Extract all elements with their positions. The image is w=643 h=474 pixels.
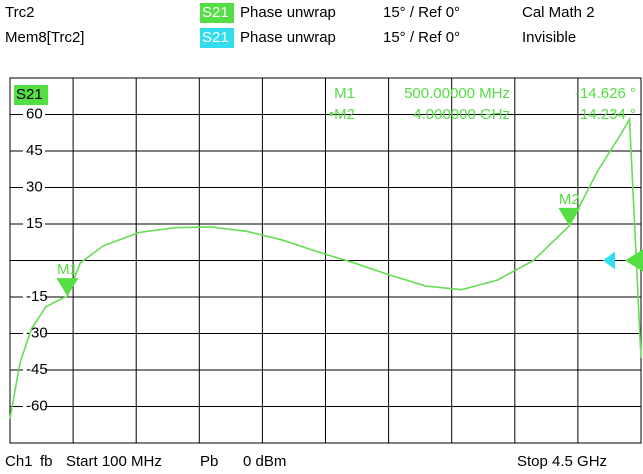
tick-bg — [23, 106, 45, 123]
marker — [558, 207, 581, 226]
tick-bg — [23, 398, 45, 415]
readout-name: •M2 — [329, 106, 355, 123]
y-tick-label: 30 — [26, 178, 43, 195]
y-tick-label: 60 — [26, 105, 43, 122]
trace-line — [9, 116, 642, 419]
readout-name: M1 — [334, 85, 355, 102]
trace-name: Trc2 — [5, 4, 34, 21]
marker — [56, 278, 79, 297]
ref-arrow-mem — [603, 251, 615, 270]
trace-name: Mem8[Trc2] — [5, 29, 84, 46]
ref-arrow — [625, 249, 643, 272]
tick-bg — [23, 143, 45, 159]
footer-label: Stop 4.5 GHz — [517, 453, 607, 470]
header-extra: Invisible — [522, 29, 576, 46]
trace-box — [14, 85, 48, 105]
scale: 15° / Ref 0° — [383, 29, 460, 46]
grid — [9, 77, 642, 444]
y-tick-label: -45 — [26, 361, 48, 378]
tick-bg — [23, 216, 45, 232]
footer-label: Pb — [200, 453, 218, 470]
param-box — [200, 3, 234, 23]
tick-bg — [23, 179, 45, 196]
tick-bg — [23, 362, 45, 378]
readout-value: 14.234 ° — [580, 106, 636, 123]
marker-label: M1 — [57, 261, 78, 278]
param-box — [200, 28, 234, 48]
footer-label: 0 dBm — [243, 453, 286, 470]
format: Phase unwrap — [240, 4, 336, 21]
scale: 15° / Ref 0° — [383, 4, 460, 21]
param-label: S21 — [202, 29, 229, 46]
footer-label: fb — [40, 453, 53, 470]
trace-box-label: S21 — [16, 86, 43, 103]
format: Phase unwrap — [240, 29, 336, 46]
param-label: S21 — [202, 4, 229, 21]
footer-label: Start 100 MHz — [66, 453, 162, 470]
header-extra: Cal Math 2 — [522, 4, 595, 21]
marker-label: M2 — [559, 191, 580, 208]
readout-x: 4.000000 GHz — [413, 106, 510, 123]
y-tick-label: 45 — [26, 142, 43, 159]
y-tick-label: 15 — [26, 215, 43, 232]
footer-label: Ch1 — [5, 453, 33, 470]
readout-value: -14.626 ° — [575, 85, 636, 102]
tick-bg — [23, 289, 45, 305]
y-tick-label: -15 — [26, 288, 48, 305]
readout-x: 500.00000 MHz — [404, 85, 510, 102]
y-tick-label: -60 — [26, 397, 48, 414]
